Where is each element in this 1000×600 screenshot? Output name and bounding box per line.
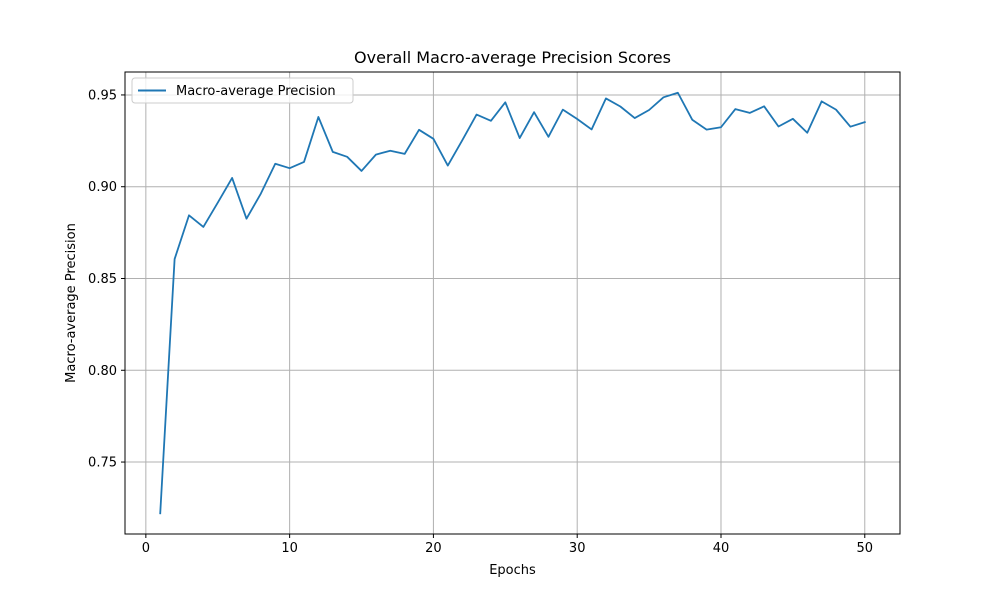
x-tick-label: 20 <box>425 541 442 556</box>
x-tick-label: 10 <box>281 541 298 556</box>
plot-area-frame <box>124 71 901 535</box>
x-tick-label: 30 <box>569 541 586 556</box>
y-tick-label: 0.90 <box>88 180 117 195</box>
legend: Macro-average Precision <box>131 77 354 104</box>
grid <box>125 72 900 534</box>
y-tick-label: 0.95 <box>88 88 117 103</box>
y-tick-label: 0.80 <box>88 364 117 379</box>
y-tick-label: 0.75 <box>88 456 117 471</box>
series-line <box>159 91 866 515</box>
data-layer <box>159 91 866 515</box>
ticks: 0 10 20 30 40 50 0.75 0.80 0.85 0.90 0.95 <box>88 88 873 556</box>
chart-title: Overall Macro-average Precision Scores <box>354 48 671 67</box>
legend-box <box>131 77 354 104</box>
y-axis-label: Macro-average Precision <box>64 223 79 383</box>
x-axis-label: Epochs <box>489 563 536 578</box>
x-tick-label: 50 <box>856 541 873 556</box>
x-tick-label: 40 <box>713 541 730 556</box>
x-tick-label: 0 <box>142 541 150 556</box>
legend-label: Macro-average Precision <box>176 84 336 99</box>
y-tick-label: 0.85 <box>88 272 117 287</box>
